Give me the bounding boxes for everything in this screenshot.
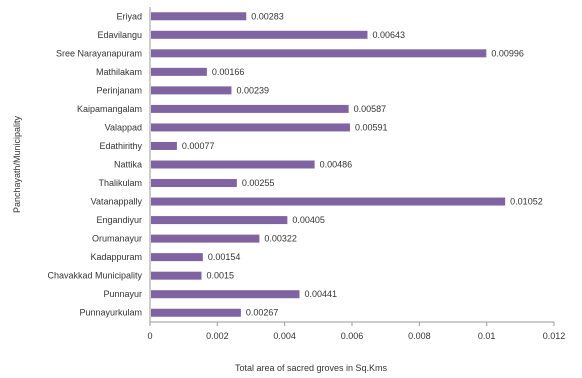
bar [151, 197, 506, 206]
data-label: 0.00267 [246, 308, 279, 318]
x-tick-labels: 0 0.002 0.004 0.006 0.008 0.01 0.012 [147, 322, 565, 341]
category-label: Orumanayur [92, 234, 142, 244]
category-label: Perinjanam [96, 85, 142, 95]
bar [151, 308, 241, 317]
data-label: 0.00283 [251, 11, 284, 21]
x-tick-label: 0.002 [206, 331, 229, 341]
x-tick-label: 0.008 [408, 331, 431, 341]
category-label: Chavakkad Municipality [47, 271, 142, 281]
data-label: 0.00405 [292, 215, 325, 225]
bar [151, 86, 232, 95]
category-label: Sree Narayanapuram [56, 48, 142, 58]
data-label: 0.01052 [510, 197, 543, 207]
value-labels: 0.00283 0.00643 0.00996 0.00166 0.00239 0.005… [182, 11, 543, 317]
category-label: Edathirithy [99, 141, 142, 151]
category-label: Mathilakam [96, 67, 142, 77]
bar [151, 49, 487, 58]
category-label: Punnayur [103, 289, 142, 299]
data-label: 0.00154 [208, 252, 241, 262]
data-label: 0.00587 [354, 104, 387, 114]
bar [151, 12, 247, 21]
data-label: 0.00255 [242, 178, 275, 188]
y-axis-title: Panchayath/Municipality [12, 115, 22, 213]
bar [151, 179, 237, 188]
bar [151, 253, 203, 262]
x-tick-label: 0.012 [543, 331, 566, 341]
bar [151, 290, 300, 299]
bar [151, 67, 207, 76]
x-tick-label: 0.006 [341, 331, 364, 341]
bar [151, 234, 260, 243]
data-label: 0.0015 [207, 271, 235, 281]
x-tick-label: 0 [147, 331, 152, 341]
category-label: Engandiyur [96, 215, 142, 225]
bar [151, 271, 202, 280]
bar [151, 30, 368, 39]
data-label: 0.00077 [182, 141, 215, 151]
data-label: 0.00643 [372, 30, 405, 40]
data-label: 0.00591 [355, 122, 388, 132]
category-label: Vatanappally [91, 197, 143, 207]
bar [151, 123, 350, 132]
bars [151, 12, 506, 317]
category-label: Punnayurkulam [79, 308, 142, 318]
bar [151, 216, 288, 225]
x-tick-label: 0.004 [273, 331, 296, 341]
data-label: 0.00166 [212, 67, 245, 77]
category-label: Valappad [105, 122, 142, 132]
x-tick-label: 0.01 [478, 331, 496, 341]
bar [151, 104, 349, 113]
data-label: 0.00486 [320, 160, 353, 170]
category-label: Kaipamangalam [77, 104, 142, 114]
category-label: Thalikulam [98, 178, 142, 188]
bar [151, 141, 177, 150]
x-axis-title: Total area of sacred groves in Sq.Kms [235, 363, 388, 373]
data-label: 0.00239 [236, 85, 269, 95]
data-label: 0.00996 [491, 48, 524, 58]
category-label: Nattika [114, 160, 142, 170]
category-labels: Eriyad Edavilangu Sree Narayanapuram Mathil… [47, 11, 142, 317]
category-label: Edavilangu [97, 30, 142, 40]
category-label: Eriyad [116, 11, 142, 21]
data-label: 0.00322 [264, 234, 297, 244]
category-label: Kadappuram [90, 252, 142, 262]
data-label: 0.00441 [304, 289, 337, 299]
bar [151, 160, 315, 169]
